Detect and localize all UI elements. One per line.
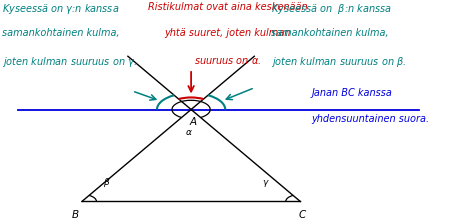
Text: C: C xyxy=(299,210,306,219)
Text: $\beta$: $\beta$ xyxy=(103,177,111,189)
Text: Ristikulmat ovat aina keskenään: Ristikulmat ovat aina keskenään xyxy=(148,2,307,12)
Text: joten kulman suuruus on $\beta$.: joten kulman suuruus on $\beta$. xyxy=(271,55,406,69)
Text: Kyseessä on  $\beta$:n kanssa: Kyseessä on $\beta$:n kanssa xyxy=(271,2,392,16)
Text: joten kulman suuruus on $\gamma$.: joten kulman suuruus on $\gamma$. xyxy=(2,55,137,69)
Text: B: B xyxy=(71,210,79,219)
Text: yhdensuuntainen suora.: yhdensuuntainen suora. xyxy=(312,114,430,124)
Text: suuruus on $\alpha$.: suuruus on $\alpha$. xyxy=(194,55,261,66)
Text: samankohtainen kulma,: samankohtainen kulma, xyxy=(2,28,120,39)
Text: A: A xyxy=(190,117,197,127)
Text: Kyseessä on $\gamma$:n kanssa: Kyseessä on $\gamma$:n kanssa xyxy=(2,2,120,16)
Text: $\alpha$: $\alpha$ xyxy=(185,128,193,137)
Text: $\gamma$: $\gamma$ xyxy=(263,178,270,189)
Text: Janan BC kanssa: Janan BC kanssa xyxy=(312,88,393,98)
Text: samankohtainen kulma,: samankohtainen kulma, xyxy=(271,28,389,39)
Text: yhtä suuret, joten kulman: yhtä suuret, joten kulman xyxy=(164,28,291,39)
